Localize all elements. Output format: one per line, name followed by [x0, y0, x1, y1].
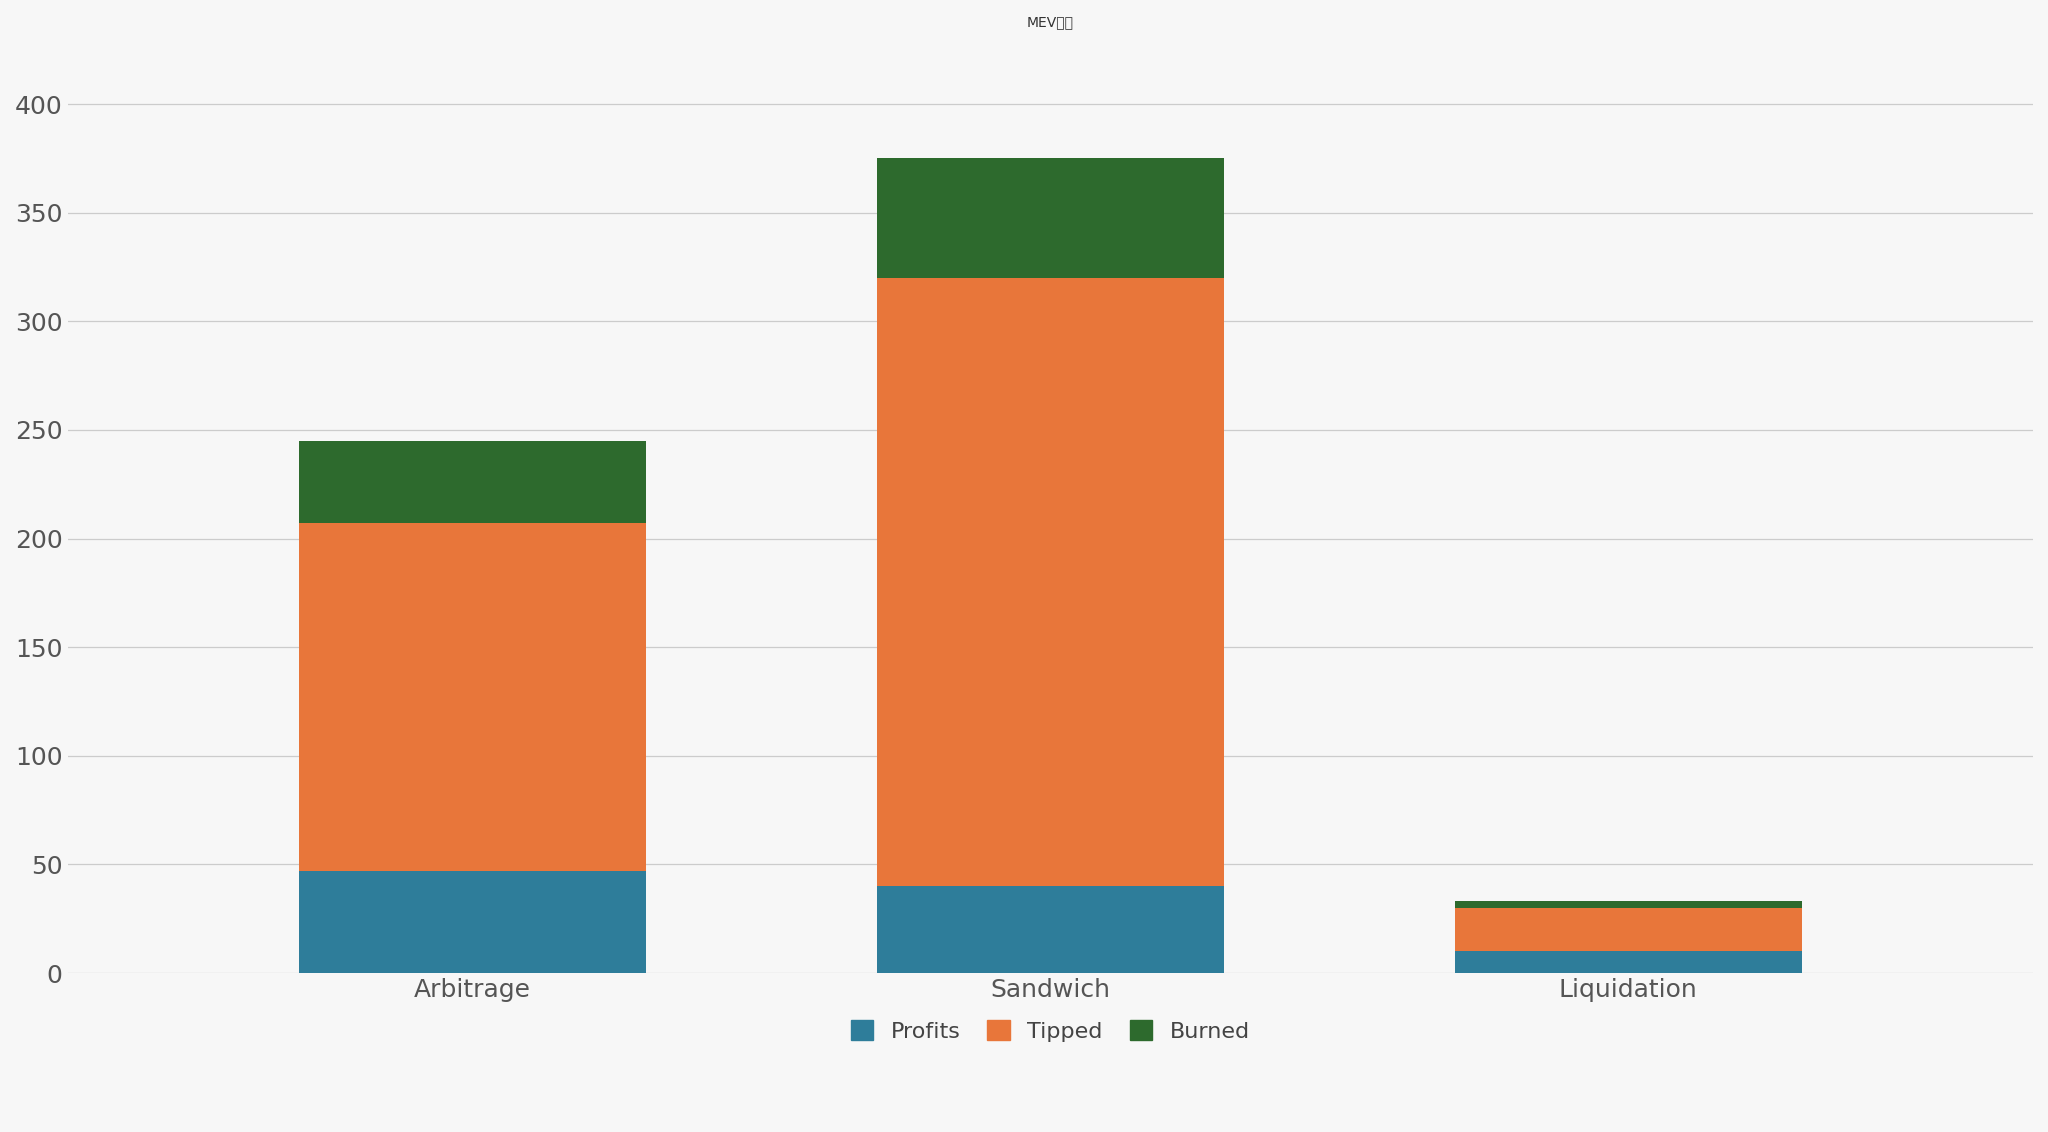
- Bar: [1454, 951, 1802, 974]
- Title: MEV类别: MEV类别: [1026, 15, 1073, 29]
- Legend: Profits, Tipped, Burned: Profits, Tipped, Burned: [840, 1010, 1262, 1053]
- Bar: [877, 158, 1225, 278]
- Bar: [877, 278, 1225, 886]
- Bar: [877, 886, 1225, 974]
- Bar: [299, 440, 645, 523]
- Bar: [299, 871, 645, 974]
- Bar: [1454, 908, 1802, 951]
- Bar: [299, 523, 645, 871]
- Bar: [1454, 901, 1802, 908]
